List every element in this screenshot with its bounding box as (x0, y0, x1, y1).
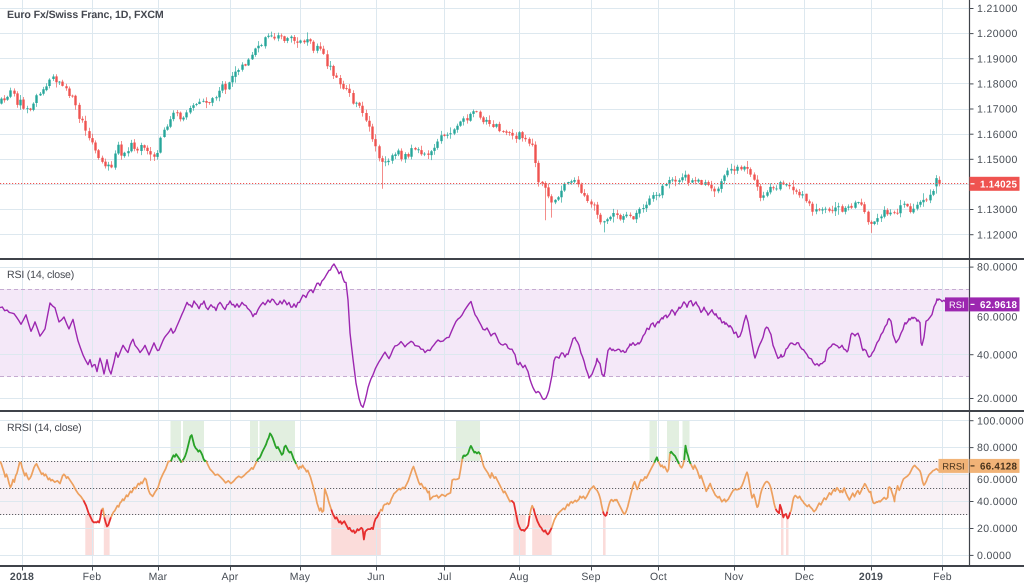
svg-text:100.0000: 100.0000 (977, 415, 1024, 427)
svg-text:Dec: Dec (795, 571, 814, 583)
svg-text:20.0000: 20.0000 (977, 393, 1018, 405)
svg-text:1.17000: 1.17000 (977, 104, 1018, 116)
svg-text:RRSI (14, close): RRSI (14, close) (7, 422, 82, 434)
svg-text:May: May (290, 571, 311, 583)
svg-text:Sep: Sep (581, 571, 600, 583)
svg-text:40.0000: 40.0000 (977, 349, 1018, 361)
svg-text:Feb: Feb (83, 571, 102, 583)
svg-text:2019: 2019 (859, 571, 883, 583)
svg-text:Jun: Jun (367, 571, 385, 583)
svg-text:80.0000: 80.0000 (977, 262, 1018, 274)
svg-text:1.19000: 1.19000 (977, 53, 1018, 65)
svg-text:1.20000: 1.20000 (977, 28, 1018, 40)
svg-text:62.9618: 62.9618 (980, 300, 1017, 311)
svg-text:1.21000: 1.21000 (977, 3, 1018, 15)
svg-text:Euro Fx/Swiss Franc, 1D, FXCM: Euro Fx/Swiss Franc, 1D, FXCM (7, 9, 164, 21)
svg-text:20.0000: 20.0000 (977, 523, 1018, 535)
svg-text:Jul: Jul (437, 571, 451, 583)
svg-text:1.14025: 1.14025 (980, 180, 1017, 191)
svg-text:RRSI: RRSI (942, 462, 964, 472)
svg-text:RSI: RSI (949, 300, 965, 310)
svg-text:60.0000: 60.0000 (977, 312, 1018, 324)
svg-text:1.13000: 1.13000 (977, 204, 1018, 216)
svg-text:66.4128: 66.4128 (980, 462, 1017, 473)
svg-text:2018: 2018 (10, 571, 34, 583)
svg-text:1.15000: 1.15000 (977, 154, 1018, 166)
svg-text:Apr: Apr (222, 571, 239, 583)
svg-text:RSI (14, close): RSI (14, close) (7, 269, 74, 281)
svg-text:80.0000: 80.0000 (977, 442, 1018, 454)
svg-text:Oct: Oct (650, 571, 667, 583)
svg-text:60.0000: 60.0000 (977, 474, 1018, 486)
svg-text:40.0000: 40.0000 (977, 496, 1018, 508)
svg-text:1.16000: 1.16000 (977, 129, 1018, 141)
svg-text:Nov: Nov (724, 571, 744, 583)
svg-text:Feb: Feb (933, 571, 952, 583)
svg-text:Aug: Aug (509, 571, 528, 583)
svg-text:0.0000: 0.0000 (977, 550, 1012, 562)
svg-text:1.18000: 1.18000 (977, 79, 1018, 91)
svg-text:Mar: Mar (149, 571, 168, 583)
svg-text:1.12000: 1.12000 (977, 229, 1018, 241)
